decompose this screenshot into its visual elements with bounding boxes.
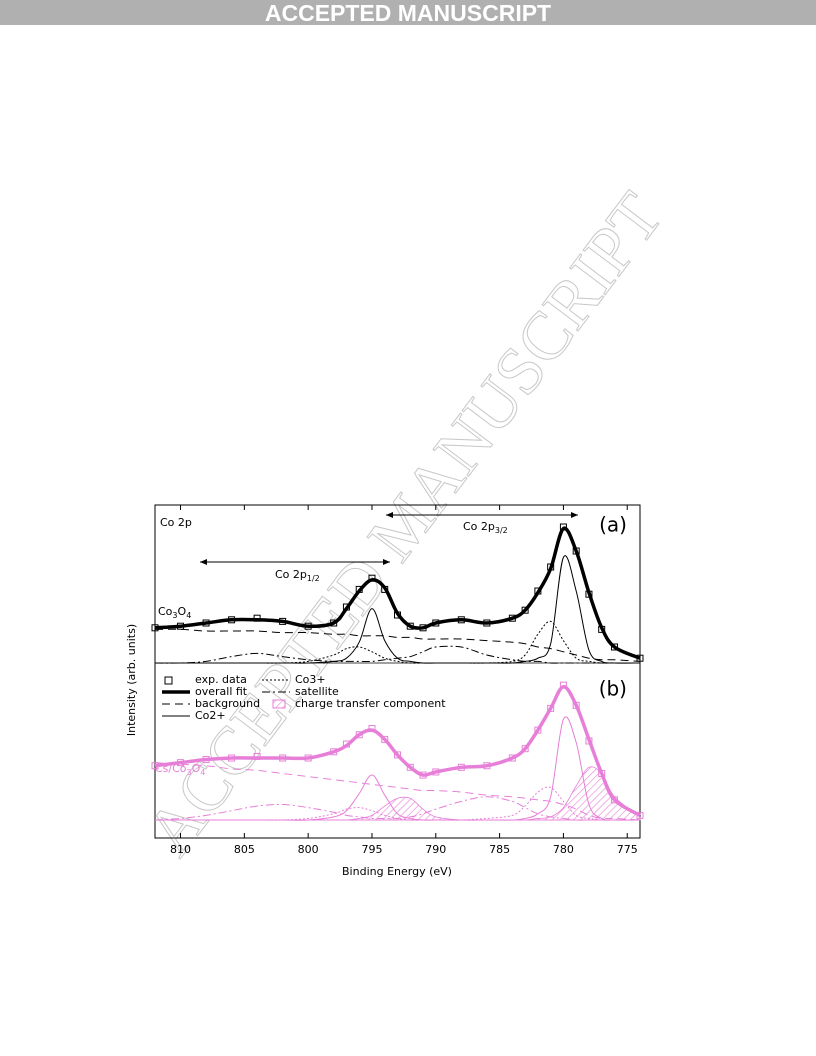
annotation: Co 2p3/2 — [463, 520, 508, 535]
x-axis-label: Binding Energy (eV) — [342, 865, 452, 878]
annotation-part: 3/2 — [495, 526, 508, 535]
x-tick-label: 790 — [425, 843, 446, 856]
legend-swatch — [164, 676, 173, 685]
curve — [154, 526, 641, 660]
annotation-part: O — [192, 762, 201, 775]
data-point — [521, 606, 529, 614]
annotation-part: 3 — [172, 611, 177, 620]
legend-label: overall fit — [195, 685, 248, 698]
panel-label: (a) — [599, 513, 627, 537]
annotation-part: 4 — [200, 768, 205, 777]
legend-label: charge transfer component — [295, 697, 446, 710]
annotation-part: O — [178, 605, 187, 618]
area — [155, 766, 641, 821]
annotation-part: Co 2p — [463, 520, 495, 533]
legend-label: Co3+ — [295, 673, 326, 686]
plot-frame — [154, 504, 641, 839]
data-point — [521, 745, 529, 753]
curve — [154, 645, 640, 664]
curve — [155, 620, 640, 664]
annotation-part: Cs/Co — [155, 762, 187, 775]
header-title: ACCEPTED MANUSCRIPT — [264, 0, 552, 26]
legend-label: exp. data — [195, 673, 247, 686]
legend-label: Co2+ — [195, 709, 226, 722]
annotation: Co 2p1/2 — [275, 568, 320, 583]
data-point — [406, 763, 414, 771]
data-point — [381, 735, 389, 743]
curve — [154, 684, 641, 817]
x-tick-label: 785 — [489, 843, 510, 856]
legend-swatch — [272, 699, 286, 709]
annotation-part: 3 — [187, 768, 192, 777]
curve — [154, 628, 641, 662]
annotation: Cs/Co3O4 — [155, 762, 205, 777]
annotation-part: 4 — [186, 611, 191, 620]
annotation: Co 2p — [160, 516, 192, 529]
legend-label: satellite — [295, 685, 339, 698]
annotation-part: Co 2p — [275, 568, 307, 581]
watermark: ACCEPTED MANUSCRIPT — [131, 179, 677, 869]
annotation: Co3O4 — [158, 605, 191, 620]
x-tick-label: 780 — [553, 843, 574, 856]
x-tick-label: 775 — [617, 843, 638, 856]
x-tick-label: 810 — [170, 843, 191, 856]
panel-label: (b) — [599, 677, 627, 701]
x-tick-label: 800 — [298, 843, 319, 856]
x-tick-label: 795 — [361, 843, 382, 856]
annotation-part: Co — [158, 605, 173, 618]
legend-label: background — [195, 697, 260, 710]
data-point — [394, 751, 401, 759]
x-tick-label: 805 — [234, 843, 255, 856]
annotation-part: Co 2p — [160, 516, 192, 529]
annotation-part: 1/2 — [307, 574, 320, 583]
header-bar: ACCEPTED MANUSCRIPT — [0, 0, 816, 26]
y-axis-label: Intensity (arb. units) — [125, 624, 138, 736]
